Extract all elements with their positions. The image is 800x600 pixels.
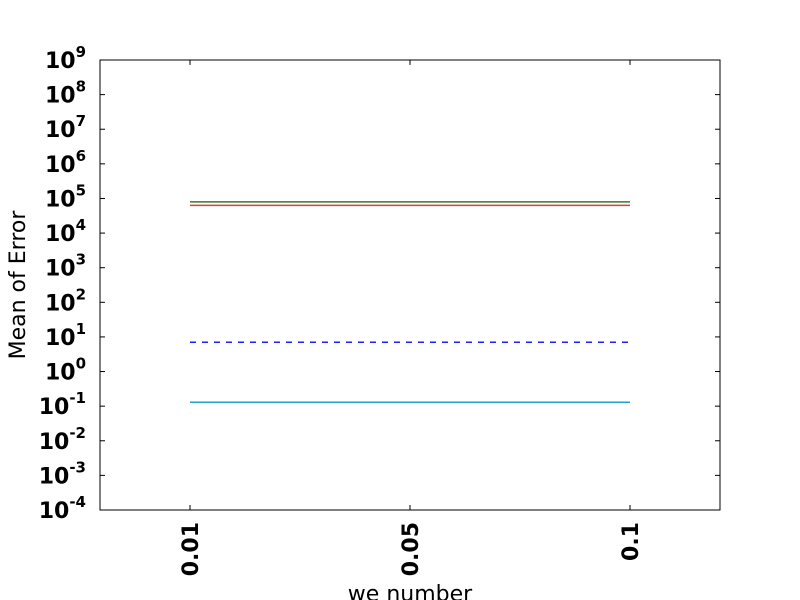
x-axis-label: we number (348, 582, 473, 600)
y-tick-label: 10-1 (39, 389, 86, 420)
y-tick-label: 10-4 (39, 493, 86, 524)
plot-area (99, 59, 721, 511)
y-tick-label: 106 (45, 147, 86, 178)
y-tick-label: 102 (45, 285, 86, 316)
y-tick-label: 100 (45, 355, 86, 386)
series-layer (190, 201, 630, 403)
y-axis-label: Mean of Error (6, 210, 31, 360)
y-tick-label: 103 (45, 251, 86, 282)
y-tick-label: 109 (45, 43, 86, 74)
y-tick-label: 107 (45, 112, 86, 143)
y-tick-label: 104 (45, 216, 86, 247)
x-tick-label: 0.1 (619, 522, 644, 561)
y-tick-label: 10-2 (39, 424, 86, 455)
y-tick-label: 10-3 (39, 458, 86, 489)
y-tick-label: 108 (45, 78, 86, 109)
x-tick-label: 0.05 (399, 522, 424, 576)
y-tick-label: 105 (45, 181, 86, 212)
x-tick-label: 0.01 (179, 522, 204, 576)
y-tick-label: 101 (45, 320, 86, 351)
x-ticks: 0.01 0.05 0.1 (179, 60, 644, 576)
